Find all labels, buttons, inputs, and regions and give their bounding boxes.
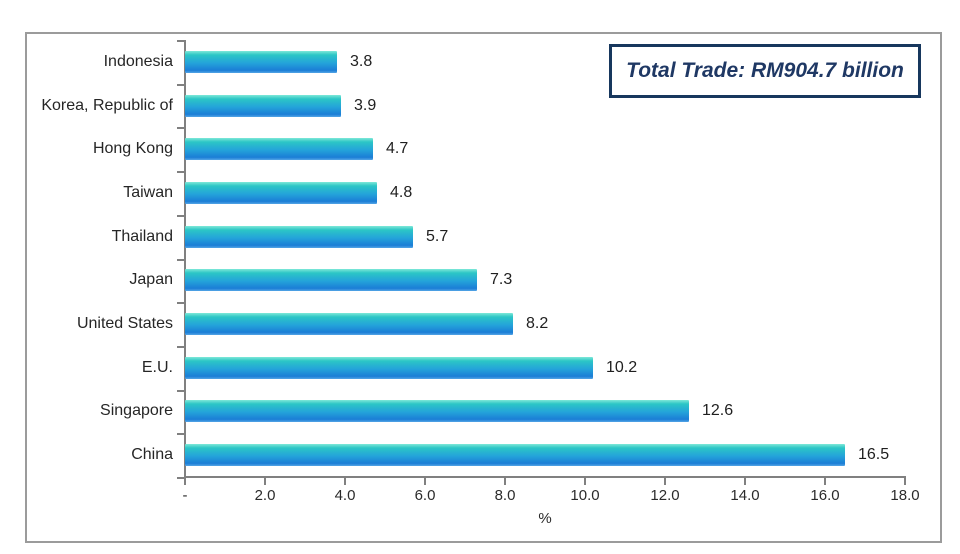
y-tick-mark <box>177 40 185 42</box>
x-tick-mark <box>504 478 506 485</box>
x-axis-line <box>184 476 906 478</box>
bar-series: 3.8 3.9 4.7 4.8 5.7 7.3 8.2 10.2 12.6 16.5 <box>185 40 905 477</box>
x-tick-mark <box>424 478 426 485</box>
bar-row: 8.2 <box>185 302 905 346</box>
bar <box>185 313 513 336</box>
category-axis-labels: Indonesia Korea, Republic of Hong Kong Taiw… <box>27 40 173 477</box>
bar <box>185 269 477 292</box>
y-tick-mark <box>177 345 185 348</box>
y-tick-mark <box>177 389 185 392</box>
bar <box>185 444 845 467</box>
category-label: E.U. <box>141 358 173 376</box>
value-label: 12.6 <box>702 402 734 420</box>
bar <box>185 225 413 248</box>
x-tick-mark <box>264 478 266 485</box>
total-trade-box: Total Trade: RM904.7 billion <box>609 44 921 98</box>
value-label: 10.2 <box>606 358 638 376</box>
x-tick-label: 18.0 <box>890 487 920 504</box>
bar-row: 3.8 <box>185 40 905 84</box>
x-axis-title: % <box>538 510 552 527</box>
y-tick-mark <box>177 433 185 436</box>
y-tick-mark <box>177 171 185 174</box>
bar-row: 12.6 <box>185 390 905 434</box>
total-trade-text: Total Trade: RM904.7 billion <box>626 59 904 82</box>
y-tick-mark <box>177 83 185 86</box>
bar <box>185 356 593 379</box>
x-tick-mark <box>824 478 826 485</box>
y-axis-line <box>184 40 186 485</box>
y-tick-mark <box>177 127 185 130</box>
x-tick-label: - <box>182 487 188 504</box>
bar <box>185 50 337 73</box>
value-label: 3.9 <box>354 96 377 114</box>
y-tick-mark <box>177 214 185 217</box>
category-label: China <box>131 446 173 464</box>
value-label: 4.8 <box>390 183 413 201</box>
y-tick-mark <box>177 258 185 261</box>
x-tick-mark <box>344 478 346 485</box>
x-tick-label: 4.0 <box>334 487 356 504</box>
bar-row: 4.7 <box>185 127 905 171</box>
x-tick-mark <box>904 478 906 485</box>
bar-row: 5.7 <box>185 215 905 259</box>
x-tick-label: 12.0 <box>650 487 680 504</box>
x-tick-mark <box>584 478 586 485</box>
y-tick-mark <box>177 302 185 305</box>
chart-frame: Indonesia Korea, Republic of Hong Kong Taiw… <box>25 32 942 543</box>
bar <box>185 138 373 161</box>
bar <box>185 94 341 117</box>
bar-row: 4.8 <box>185 171 905 215</box>
value-label: 4.7 <box>386 140 409 158</box>
x-tick-label: 10.0 <box>570 487 600 504</box>
x-tick-mark <box>184 478 186 485</box>
x-tick-label: 8.0 <box>494 487 516 504</box>
value-label: 8.2 <box>526 315 549 333</box>
category-label: Japan <box>129 271 173 289</box>
category-label: Thailand <box>111 227 173 245</box>
y-tick-mark <box>177 477 185 479</box>
category-label: Hong Kong <box>92 140 173 158</box>
x-tick-label: 2.0 <box>254 487 276 504</box>
bar-row: 10.2 <box>185 346 905 390</box>
x-tick-mark <box>664 478 666 485</box>
bar <box>185 400 689 423</box>
bar <box>185 181 377 204</box>
x-tick-label: 16.0 <box>810 487 840 504</box>
bar-row: 16.5 <box>185 433 905 477</box>
value-label: 7.3 <box>490 271 513 289</box>
x-tick-mark <box>744 478 746 485</box>
value-label: 5.7 <box>426 227 449 245</box>
category-label: Korea, Republic of <box>41 96 173 114</box>
bar-row: 3.9 <box>185 84 905 128</box>
category-label: Indonesia <box>103 52 173 70</box>
category-label: Taiwan <box>123 183 173 201</box>
category-label: United States <box>76 315 173 333</box>
category-label: Singapore <box>100 402 173 420</box>
plot-area: 3.8 3.9 4.7 4.8 5.7 7.3 8.2 10.2 12.6 16.5 <box>185 40 905 477</box>
value-label: 16.5 <box>858 446 890 464</box>
bar-row: 7.3 <box>185 259 905 303</box>
x-tick-label: 14.0 <box>730 487 760 504</box>
value-label: 3.8 <box>350 52 373 70</box>
x-tick-label: 6.0 <box>414 487 436 504</box>
